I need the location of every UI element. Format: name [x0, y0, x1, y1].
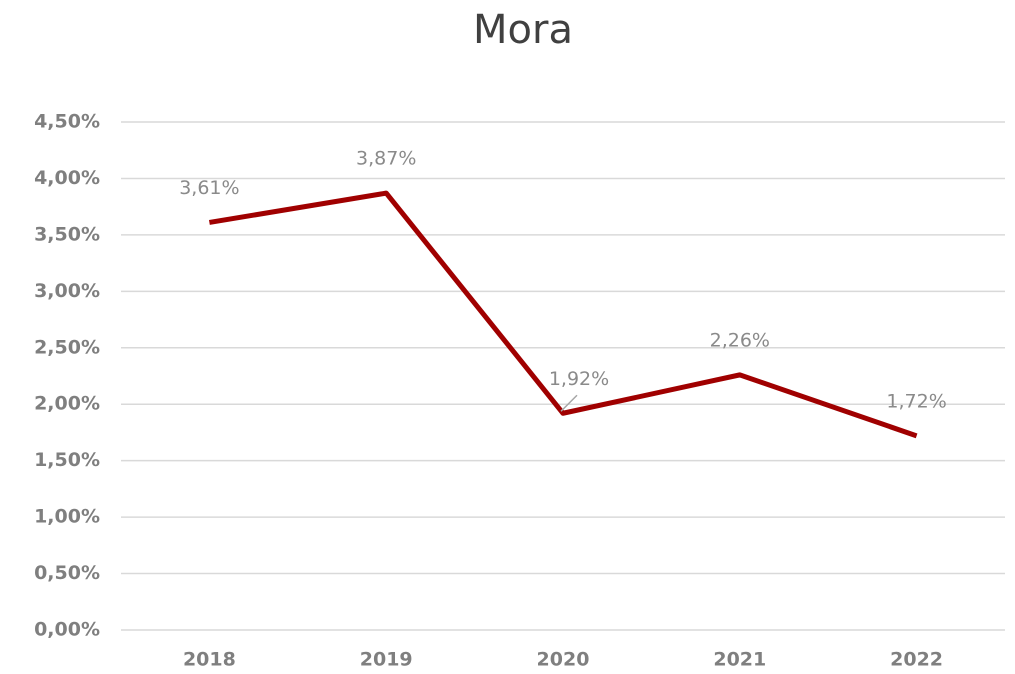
x-tick-label: 2019 — [360, 649, 413, 671]
y-tick-label: 2,00% — [34, 393, 100, 415]
y-tick-label: 3,50% — [34, 223, 100, 245]
data-label: 1,92% — [549, 368, 609, 390]
y-tick-label: 0,50% — [34, 562, 100, 584]
x-tick-label: 2022 — [890, 649, 943, 671]
data-label: 1,72% — [886, 390, 946, 412]
y-tick-label: 4,00% — [34, 167, 100, 189]
x-tick-label: 2021 — [713, 649, 766, 671]
y-tick-label: 4,50% — [34, 111, 100, 133]
chart-title: Mora — [473, 7, 573, 53]
data-label: 3,61% — [179, 177, 239, 199]
data-label: 3,87% — [356, 148, 416, 170]
y-tick-label: 1,50% — [34, 449, 100, 471]
x-tick-label: 2018 — [183, 649, 236, 671]
data-line — [208, 190, 918, 439]
leader-line — [560, 394, 578, 412]
data-label: 2,26% — [710, 329, 770, 351]
y-tick-label: 2,50% — [34, 336, 100, 358]
y-tick-label: 3,00% — [34, 280, 100, 302]
y-tick-label: 0,00% — [34, 619, 100, 641]
x-tick-label: 2020 — [537, 649, 590, 671]
y-tick-label: 1,00% — [34, 506, 100, 528]
